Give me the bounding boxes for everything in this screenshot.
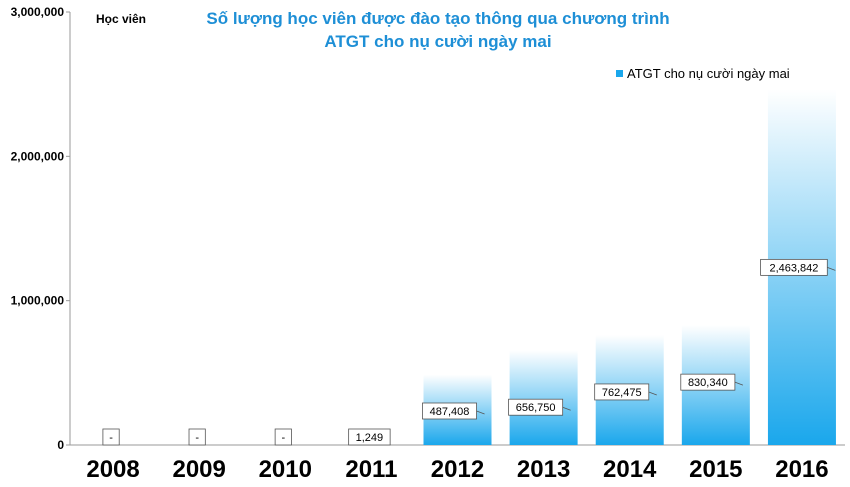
legend: ATGT cho nụ cười ngày mai: [616, 66, 790, 81]
x-tick-label: 2010: [259, 456, 312, 483]
data-label: 656,750: [516, 402, 556, 414]
data-label-leader: [562, 406, 571, 411]
x-tick-label: 2011: [345, 456, 397, 483]
x-tick-labels: 2008 2009 2010 2011 2012 2013 2014 2015 2016: [86, 456, 828, 483]
legend-label: ATGT cho nụ cười ngày mai: [627, 66, 790, 81]
x-tick-label: 2009: [172, 456, 225, 483]
x-tick-label: 2013: [517, 456, 570, 483]
data-label: 830,340: [688, 377, 728, 389]
data-labels: - - - 1,249 487,408 656,750 762,475 830,340 2,46…: [102, 258, 836, 446]
y-tick-label: 1,000,000: [11, 294, 65, 308]
data-label-leader: [648, 391, 657, 396]
data-label: -: [109, 432, 113, 444]
y-axis-unit-label: Học viên: [96, 12, 146, 26]
data-label-box: [274, 428, 292, 446]
data-label: 2,463,842: [769, 262, 818, 274]
data-label-box: [348, 428, 391, 446]
data-label: 487,408: [430, 406, 470, 418]
data-label-box: [508, 398, 564, 416]
data-label-box: [680, 373, 736, 391]
x-tick-label: 2014: [603, 456, 657, 483]
data-label: -: [195, 432, 199, 444]
x-tick-label: 2008: [86, 456, 139, 483]
data-label: -: [281, 432, 285, 444]
y-tick-label: 0: [57, 438, 64, 452]
data-label-box: [102, 428, 120, 446]
y-tick-label: 3,000,000: [11, 5, 65, 19]
y-tick-label: 2,000,000: [11, 149, 65, 163]
chart-title-line2: ATGT cho nụ cười ngày mai: [324, 32, 551, 51]
x-tick-label: 2012: [431, 456, 484, 483]
data-label-box: [188, 428, 206, 446]
bar: [509, 350, 578, 445]
data-label: 1,249: [356, 432, 384, 444]
x-tick-label: 2015: [689, 456, 742, 483]
chart-title-line1: Số lượng học viên được đào tạo thông qua…: [206, 9, 669, 28]
x-tick-label: 2016: [775, 456, 828, 483]
data-label-leader: [827, 267, 836, 271]
legend-marker: [616, 70, 623, 77]
data-label-leader: [734, 381, 744, 386]
data-label: 762,475: [602, 387, 642, 399]
y-tick-labels: 3,000,000 2,000,000 1,000,000 0: [11, 5, 70, 452]
data-label-leader: [476, 410, 485, 415]
